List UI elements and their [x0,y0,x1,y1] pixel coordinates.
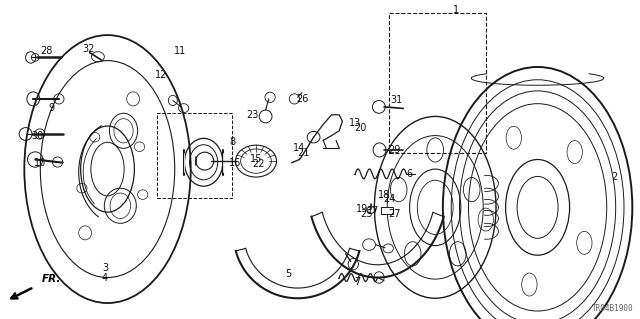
Text: 31: 31 [390,95,403,106]
Text: 16: 16 [229,158,242,168]
Text: 15: 15 [250,154,262,165]
Text: 30: 30 [31,130,44,141]
Text: 25: 25 [360,209,372,219]
Text: 24: 24 [383,194,396,204]
Bar [381,207,393,214]
Text: 22: 22 [252,159,265,169]
Text: 32: 32 [82,44,95,55]
Text: 11: 11 [174,46,187,56]
Text: 23: 23 [246,110,259,120]
Text: 12: 12 [155,70,168,80]
Text: 17: 17 [367,205,380,216]
Text: 5: 5 [285,269,291,279]
Text: 26: 26 [296,94,309,104]
Text: TR04B1900: TR04B1900 [592,304,634,313]
Text: 21: 21 [297,148,310,158]
Text: 3: 3 [102,263,108,273]
Text: 8: 8 [229,137,236,147]
Text: 14: 14 [293,143,306,153]
Text: 28: 28 [40,46,52,56]
Text: 29: 29 [388,145,401,155]
Text: 19: 19 [355,204,368,214]
Text: FR.: FR. [42,274,61,284]
Text: 2: 2 [611,172,618,182]
Text: 10: 10 [33,158,46,168]
Text: 13: 13 [349,118,362,128]
Text: 9: 9 [48,103,54,114]
Text: 20: 20 [354,122,367,133]
Text: 4: 4 [102,272,108,283]
Bar [157,113,232,198]
Text: 1: 1 [453,4,460,15]
Text: 7: 7 [354,277,360,287]
Text: 6: 6 [406,169,413,179]
Text: 18: 18 [378,189,390,200]
Text: 27: 27 [388,209,401,219]
